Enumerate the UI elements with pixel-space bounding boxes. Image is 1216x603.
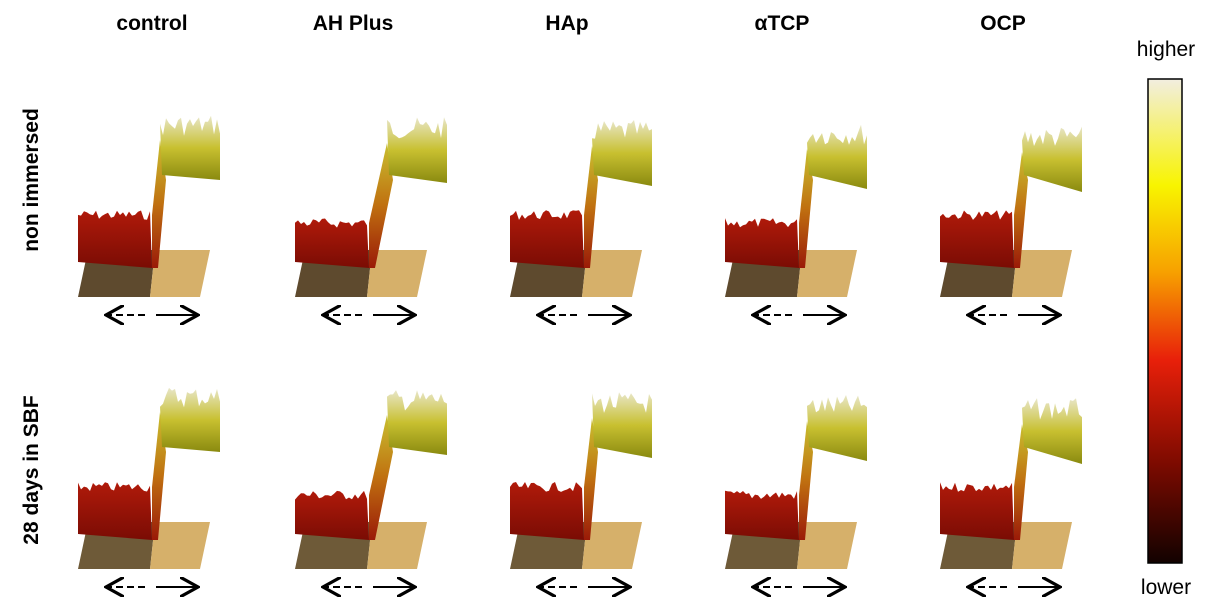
surface-panel bbox=[510, 120, 652, 315]
high-wall bbox=[387, 117, 447, 183]
surface-panel bbox=[940, 127, 1082, 315]
plate-right bbox=[582, 250, 642, 297]
high-wall bbox=[807, 395, 867, 461]
low-wall bbox=[940, 210, 1014, 268]
surface-panel bbox=[725, 395, 867, 587]
plate-right bbox=[150, 522, 210, 569]
column-label: HAp bbox=[545, 12, 588, 35]
high-wall bbox=[160, 116, 220, 180]
low-wall bbox=[295, 491, 369, 540]
low-wall bbox=[725, 491, 799, 540]
high-wall bbox=[1022, 127, 1082, 192]
high-wall bbox=[160, 388, 220, 452]
high-wall bbox=[592, 120, 652, 186]
plate-right bbox=[797, 522, 857, 569]
surface-panel bbox=[295, 117, 447, 315]
panels bbox=[78, 116, 1082, 587]
figure: control AH Plus HAp αTCP OCP non immerse… bbox=[0, 0, 1216, 603]
colorbar: higher lower bbox=[1137, 38, 1195, 599]
row-label: 28 days in SBF bbox=[20, 395, 43, 545]
plate-right bbox=[797, 250, 857, 297]
surface-panel bbox=[725, 125, 867, 315]
high-wall bbox=[387, 390, 447, 455]
low-wall bbox=[295, 219, 369, 269]
low-wall bbox=[510, 210, 584, 268]
surface-panel bbox=[510, 392, 652, 587]
column-label: αTCP bbox=[755, 12, 810, 35]
row-label: non immersed bbox=[20, 108, 43, 252]
surface-panel bbox=[78, 388, 220, 587]
low-wall bbox=[725, 218, 799, 268]
column-label: control bbox=[116, 12, 187, 35]
column-label: AH Plus bbox=[313, 12, 394, 35]
surface-panel bbox=[78, 116, 220, 315]
plate-right bbox=[150, 250, 210, 297]
colorbar-scale bbox=[1148, 79, 1182, 563]
surface-panel bbox=[295, 390, 447, 587]
column-labels: control AH Plus HAp αTCP OCP bbox=[116, 12, 1025, 35]
low-wall bbox=[78, 482, 152, 540]
low-wall bbox=[940, 482, 1014, 540]
high-wall bbox=[592, 392, 652, 458]
plate-right bbox=[1012, 522, 1072, 569]
high-wall bbox=[1022, 398, 1082, 464]
column-label: OCP bbox=[980, 12, 1026, 35]
plate-right bbox=[1012, 250, 1072, 297]
low-wall bbox=[78, 211, 152, 269]
high-wall bbox=[807, 125, 867, 189]
surface-panel bbox=[940, 398, 1082, 587]
low-wall bbox=[510, 482, 584, 540]
colorbar-bottom-label: lower bbox=[1141, 576, 1191, 599]
plate-right bbox=[582, 522, 642, 569]
colorbar-top-label: higher bbox=[1137, 38, 1195, 61]
